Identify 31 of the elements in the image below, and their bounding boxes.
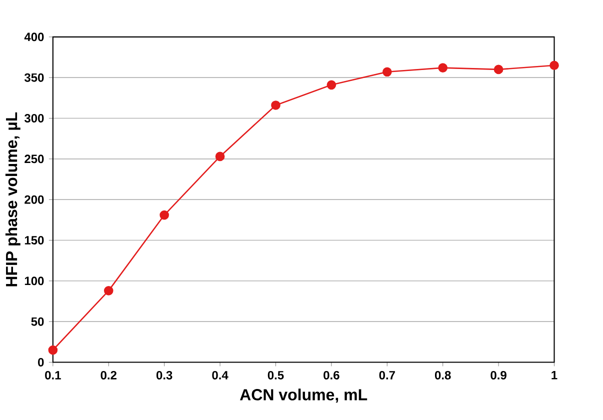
y-tick-label: 50 (31, 317, 44, 326)
point (271, 100, 280, 110)
x-tick-label: 0.3 (156, 370, 172, 380)
point (215, 152, 225, 162)
x-tick-label: 0.1 (45, 370, 61, 380)
x-tick-label: 0.5 (268, 370, 284, 380)
point (382, 67, 392, 77)
y-tick-label: 400 (24, 32, 44, 42)
x-tick-label: 1 (552, 370, 558, 380)
y-axis-title: HFIP phase volume, µL (5, 112, 20, 286)
point (438, 63, 448, 72)
point (48, 345, 58, 355)
x-tick-label: 0.2 (100, 370, 116, 380)
x-tick-label: 0.8 (434, 370, 451, 380)
point (104, 286, 114, 296)
y-tick-label: 200 (24, 195, 44, 204)
y-tick-label: 100 (24, 276, 44, 286)
point (494, 64, 504, 74)
x-tick-label: 0.7 (379, 370, 395, 380)
x-tick-label: 0.9 (490, 370, 506, 380)
y-tick-label: 250 (24, 154, 44, 164)
y-tick-label: 300 (24, 114, 44, 122)
point (550, 60, 559, 70)
point (160, 210, 169, 220)
y-tick-label: 0 (38, 358, 44, 366)
x-tick-label: 0.6 (324, 370, 340, 380)
point (326, 80, 336, 90)
x-axis-title: ACN volume, mL (240, 388, 368, 403)
x-tick-label: 0.4 (212, 370, 228, 380)
y-tick-label: 350 (24, 73, 44, 82)
y-tick-label: 150 (24, 236, 44, 244)
